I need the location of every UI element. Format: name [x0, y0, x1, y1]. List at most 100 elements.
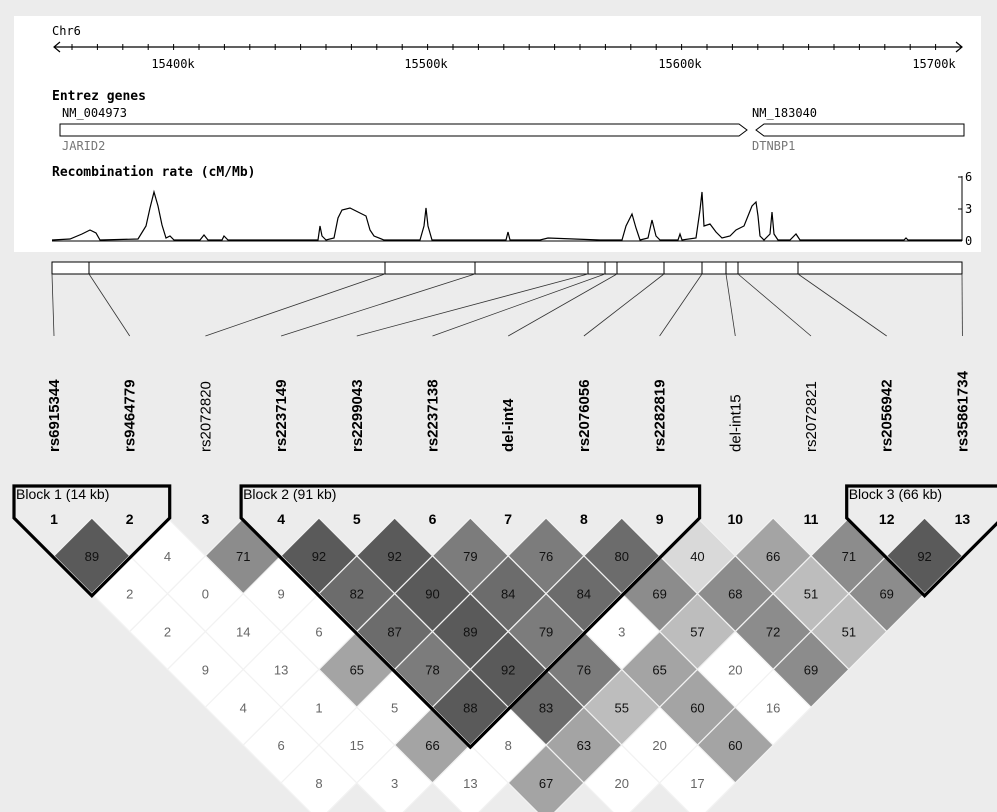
- snp-index-label: 2: [126, 511, 134, 527]
- ld-value-label: 68: [728, 587, 742, 602]
- recombination-rate-line: [51, 189, 962, 241]
- snp-index-label: 10: [728, 511, 744, 527]
- snp-index-label: 8: [580, 511, 588, 527]
- ld-value-label: 5: [391, 700, 398, 715]
- ld-cell: 20: [583, 744, 661, 812]
- block-label: Block 3 (66 kb): [849, 486, 942, 502]
- ld-value-label: 0: [202, 587, 209, 602]
- ld-cell: 13: [431, 744, 510, 812]
- ld-value-label: 60: [690, 700, 704, 715]
- chromosome-ruler: [53, 41, 963, 53]
- ld-value-label: 3: [618, 625, 625, 640]
- ld-value-label: 84: [501, 587, 515, 602]
- snp-connector-line: [797, 273, 887, 337]
- gene-jarid2-glyph: [59, 123, 748, 137]
- snp-index-label: 12: [879, 511, 895, 527]
- ld-value-label: 65: [652, 662, 666, 677]
- ld-cell: 76: [507, 517, 585, 595]
- snp-connector-line: [737, 273, 812, 337]
- snp-connector-line: [583, 273, 665, 337]
- axis-tick-label: 15400k: [151, 57, 195, 71]
- snp-name-label: rs35861734: [954, 370, 971, 452]
- ld-value-label: 69: [879, 587, 893, 602]
- snp-index-label: 4: [277, 511, 285, 527]
- ld-value-label: 89: [85, 549, 99, 564]
- ld-value-label: 66: [766, 549, 780, 564]
- block-label: Block 2 (91 kb): [243, 486, 336, 502]
- snp-name-label: del-int4: [500, 398, 517, 452]
- ld-value-label: 69: [652, 587, 666, 602]
- ld-value-label: 71: [842, 549, 856, 564]
- ld-value-label: 6: [315, 625, 322, 640]
- ld-value-label: 20: [728, 662, 742, 677]
- axis-tick-label: 15700k: [912, 57, 956, 71]
- snp-connector-line: [88, 273, 131, 337]
- snp-index-label: 1: [50, 511, 58, 527]
- snp-connector-line: [280, 273, 476, 337]
- ld-value-label: 17: [690, 776, 704, 791]
- ld-value-label: 84: [577, 587, 591, 602]
- ld-value-label: 14: [236, 625, 250, 640]
- recombination-scale: [958, 176, 963, 242]
- snp-connector-line: [725, 273, 736, 337]
- ld-value-label: 63: [577, 738, 591, 753]
- ld-value-label: 40: [690, 549, 704, 564]
- ld-value-label: 69: [804, 662, 818, 677]
- ld-value-label: 92: [387, 549, 401, 564]
- snp-position-ticks: [51, 262, 963, 274]
- ld-value-label: 66: [425, 738, 439, 753]
- gene-symbol: DTNBP1: [752, 139, 795, 153]
- snp-connector-lines: [51, 273, 963, 337]
- ld-value-label: 55: [615, 700, 629, 715]
- snp-connector-line: [205, 273, 386, 337]
- ruler-right-arrow-icon: [955, 41, 963, 53]
- ld-value-label: 78: [425, 662, 439, 677]
- ld-value-label: 83: [539, 700, 553, 715]
- ld-value-label: 72: [766, 625, 780, 640]
- ld-value-label: 60: [728, 738, 742, 753]
- snp-connector-line: [508, 273, 618, 337]
- recombination-scale-label: 3: [965, 202, 972, 216]
- genes-track-title: Entrez genes: [52, 89, 146, 104]
- ld-value-label: 9: [277, 587, 284, 602]
- ld-cell: 17: [658, 744, 737, 812]
- recombination-scale-label: 0: [965, 234, 972, 248]
- ld-value-label: 4: [240, 700, 247, 715]
- ld-value-label: 65: [350, 662, 364, 677]
- snp-name-label: rs6915344: [46, 379, 63, 452]
- snp-index-label: 6: [429, 511, 437, 527]
- ld-value-label: 4: [164, 549, 171, 564]
- ld-value-label: 2: [164, 625, 171, 640]
- ld-value-label: 13: [463, 776, 477, 791]
- recombination-track-title: Recombination rate (cM/Mb): [52, 165, 256, 180]
- gene-accession: NM_004973: [62, 106, 127, 120]
- ld-value-label: 71: [236, 549, 250, 564]
- recombination-scale-label: 6: [965, 170, 972, 184]
- gene-dtnbp1-glyph: [755, 123, 965, 137]
- ld-value-label: 76: [539, 549, 553, 564]
- snp-connector-line: [51, 273, 55, 337]
- haplotype-block: Block 3 (66 kb): [845, 484, 997, 598]
- axis-tick-label: 15600k: [658, 57, 702, 71]
- ld-value-label: 89: [463, 625, 477, 640]
- ld-value-label: 20: [652, 738, 666, 753]
- snp-connector-line: [659, 273, 703, 337]
- chromosome-label: Chr6: [52, 24, 81, 38]
- ld-value-label: 16: [766, 700, 780, 715]
- ld-value-label: 51: [842, 625, 856, 640]
- snp-index-label: 11: [804, 511, 819, 527]
- ld-value-label: 92: [917, 549, 931, 564]
- axis-tick-label: 15500k: [404, 57, 448, 71]
- snp-connector-line: [432, 273, 606, 337]
- snp-name-label: del-int15: [727, 394, 744, 452]
- snp-index-label: 13: [955, 511, 971, 527]
- snp-position-strip: [51, 261, 963, 275]
- ld-value-label: 8: [505, 738, 512, 753]
- snp-name-label: rs2237149: [273, 379, 290, 452]
- snp-connector-line: [356, 273, 589, 337]
- ld-value-label: 51: [804, 587, 818, 602]
- ld-cell: 67: [507, 744, 585, 812]
- snp-name-label: rs2072820: [197, 381, 214, 452]
- snp-name-label: rs2282819: [652, 379, 669, 452]
- ld-value-label: 79: [463, 549, 477, 564]
